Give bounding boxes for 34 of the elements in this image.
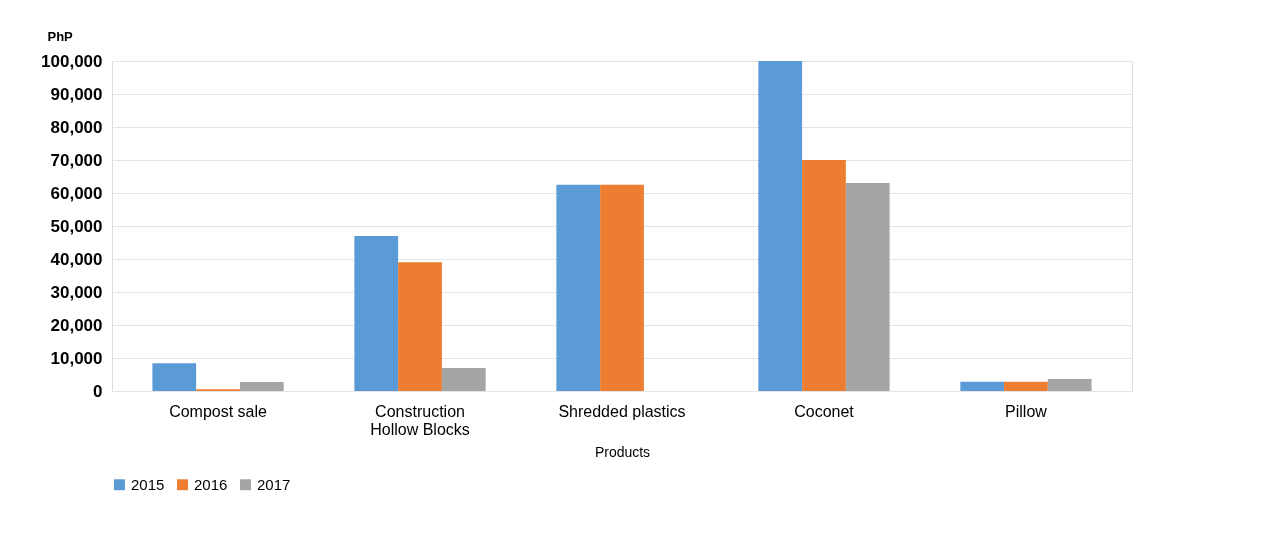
x-tick-label: Pillow [1005,402,1048,420]
bar [1047,379,1092,391]
bar [152,363,197,391]
y-tick-label: 20,000 [50,315,103,335]
legend-label: 2015 [131,475,165,493]
y-axis-title: PhP [47,28,74,44]
bar [441,367,486,391]
y-tick-label: 60,000 [50,183,103,203]
y-tick-label: 0 [93,381,103,401]
y-tick-label: 30,000 [50,282,103,302]
bar [239,382,284,391]
bar [845,183,890,391]
bar [354,235,399,391]
x-tick-label: Coconet [794,402,855,420]
x-tick-label: Shredded plastics [558,402,686,420]
y-tick-label: 100,000 [41,51,103,71]
legend-label: 2016 [194,475,228,493]
legend-label: 2017 [257,475,291,493]
bar [802,160,846,391]
y-tick-label: 40,000 [50,249,103,269]
y-tick-label: 10,000 [50,348,103,368]
y-tick-label: 70,000 [50,150,103,170]
y-tick-label: 50,000 [50,216,103,236]
bar [960,381,1005,391]
x-tick-label: Compost sale [169,402,268,420]
bar [1004,381,1048,391]
y-tick-label: 90,000 [50,84,103,104]
bar [556,184,601,391]
bar [600,184,644,391]
bar [398,262,442,391]
y-tick-label: 80,000 [50,117,103,137]
x-tick-label: Construction Hollow Blocks [370,402,470,438]
x-axis-title: Products [594,443,651,460]
bar [758,61,803,391]
